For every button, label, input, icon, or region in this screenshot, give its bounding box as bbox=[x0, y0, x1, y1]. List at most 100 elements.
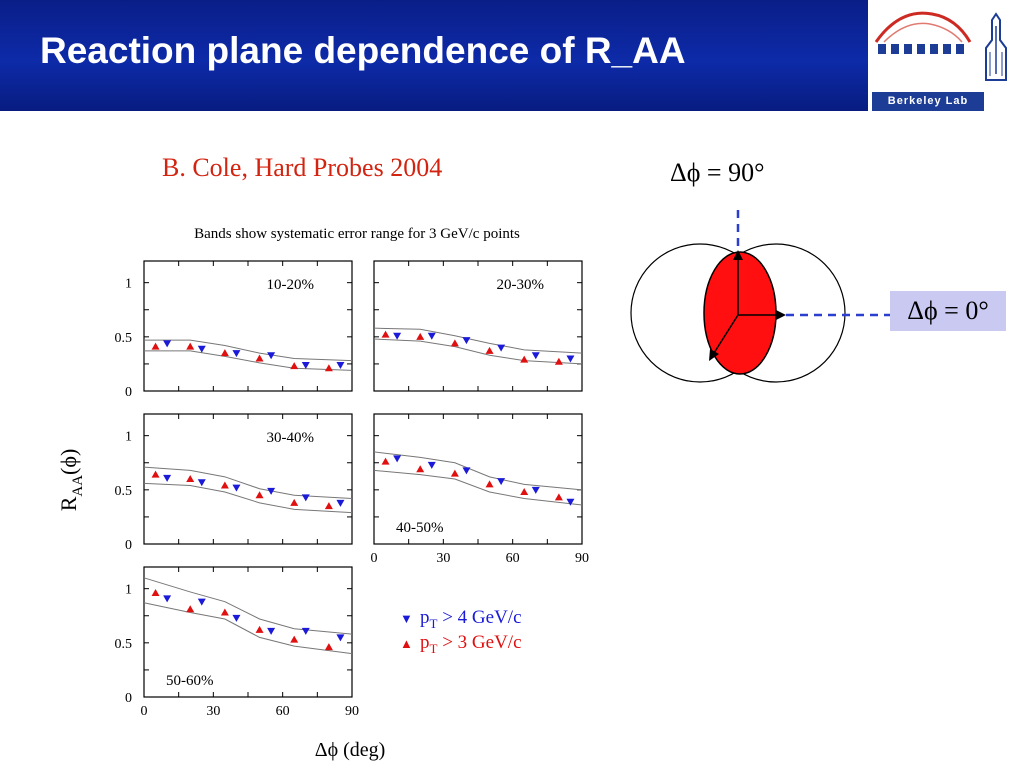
data-point-4gev bbox=[197, 479, 206, 487]
x-tick-label: 60 bbox=[506, 551, 520, 566]
y-axis-title-sub: AA bbox=[70, 475, 86, 497]
data-point-3gev bbox=[554, 493, 563, 501]
x-tick-label: 0 bbox=[371, 551, 378, 566]
legend-label-3gev-sub: T bbox=[430, 641, 438, 656]
legend-label-4gev-sub: T bbox=[430, 616, 438, 631]
data-point-3gev bbox=[381, 330, 390, 338]
data-point-3gev bbox=[450, 339, 459, 347]
title-banner bbox=[0, 0, 868, 111]
data-point-3gev bbox=[324, 364, 333, 372]
band-upper bbox=[373, 451, 583, 491]
panel-label: 50-60% bbox=[166, 673, 214, 689]
y-tick-label: 1 bbox=[125, 583, 132, 598]
panel-label: 30-40% bbox=[267, 430, 315, 446]
data-point-4gev bbox=[232, 484, 241, 492]
y-tick-label: 0.5 bbox=[115, 637, 133, 652]
data-point-4gev bbox=[267, 352, 276, 360]
y-axis-title-main: R bbox=[56, 496, 81, 511]
data-point-4gev bbox=[336, 499, 345, 507]
data-point-4gev bbox=[393, 332, 402, 340]
legend: ▼ pT > 4 GeV/c ▲ pT > 3 GeV/c bbox=[400, 607, 522, 656]
data-point-3gev bbox=[186, 605, 195, 613]
data-point-3gev bbox=[290, 498, 299, 506]
chart-title: Bands show systematic error range for 3 … bbox=[194, 226, 520, 242]
y-tick-label: 0.5 bbox=[115, 331, 133, 346]
y-axis-title-arg: (ϕ) bbox=[56, 449, 81, 475]
panel-label: 10-20% bbox=[267, 277, 315, 293]
data-point-3gev bbox=[151, 589, 160, 596]
data-point-4gev bbox=[462, 467, 471, 475]
data-point-3gev bbox=[381, 457, 390, 465]
data-point-4gev bbox=[336, 634, 345, 642]
data-point-3gev bbox=[520, 355, 529, 363]
data-point-3gev bbox=[416, 465, 425, 473]
data-point-3gev bbox=[520, 488, 529, 495]
x-tick-label: 0 bbox=[141, 704, 148, 719]
data-point-4gev bbox=[232, 350, 241, 358]
y-tick-label: 0 bbox=[125, 385, 132, 400]
panel-frame bbox=[143, 413, 353, 545]
data-point-4gev bbox=[232, 614, 241, 622]
panel-label: 20-30% bbox=[497, 277, 545, 293]
band-upper bbox=[143, 466, 353, 499]
band-lower bbox=[143, 482, 353, 514]
data-point-4gev bbox=[197, 345, 206, 353]
y-axis-label: RAA(ϕ) bbox=[56, 449, 86, 512]
dphi-0-label: Δϕ = 0° bbox=[890, 291, 1006, 331]
x-tick-label: 90 bbox=[575, 551, 589, 566]
arrow-up-head bbox=[733, 250, 743, 260]
x-tick-label: 90 bbox=[345, 704, 359, 719]
data-point-4gev bbox=[497, 344, 506, 352]
data-point-4gev bbox=[427, 461, 436, 469]
citation: B. Cole, Hard Probes 2004 bbox=[162, 153, 443, 182]
data-point-4gev bbox=[301, 627, 310, 635]
data-point-4gev bbox=[497, 478, 506, 486]
data-point-3gev bbox=[151, 342, 160, 350]
legend-label-4gev: pT > 4 GeV/c bbox=[420, 607, 522, 631]
legend-label-4gev-p: p bbox=[420, 607, 430, 628]
data-point-3gev bbox=[485, 346, 494, 354]
panel-40-50%: 40-50% 0 30 60 90 bbox=[371, 413, 589, 566]
data-point-3gev bbox=[220, 349, 229, 357]
band-lower bbox=[373, 469, 583, 506]
legend-label-3gev: pT > 3 GeV/c bbox=[420, 632, 522, 656]
x-axis-title: Δϕ (deg) bbox=[315, 739, 386, 761]
reaction-plane-diagram bbox=[630, 210, 890, 383]
data-point-3gev bbox=[151, 470, 160, 478]
band-lower bbox=[143, 602, 353, 655]
data-point-3gev bbox=[255, 491, 264, 499]
data-point-4gev bbox=[163, 595, 172, 603]
band-upper bbox=[144, 339, 353, 362]
data-point-3gev bbox=[485, 480, 494, 488]
legend-label-3gev-rest: > 3 GeV/c bbox=[437, 632, 521, 653]
x-axis-label: Δϕ (deg) bbox=[315, 739, 386, 761]
data-point-3gev bbox=[450, 469, 459, 477]
y-axis-title: RAA(ϕ) bbox=[56, 449, 86, 512]
arrow-diagonal bbox=[713, 314, 739, 354]
chart-panels: 10-20% 0 0.5 1 20-30% 30-40% 0 0.5 1 40-50% 0 30 60 9… bbox=[115, 260, 589, 719]
data-point-3gev bbox=[324, 643, 333, 651]
page-title: Reaction plane dependence of R_AA bbox=[40, 30, 686, 71]
legend-up-marker: ▲ bbox=[400, 636, 413, 651]
data-point-3gev bbox=[220, 481, 229, 489]
data-point-3gev bbox=[290, 362, 299, 370]
logo-caption: Berkeley Lab bbox=[872, 92, 984, 111]
y-tick-label: 1 bbox=[125, 430, 132, 445]
panel-label: 40-50% bbox=[396, 520, 444, 536]
x-tick-label: 30 bbox=[436, 551, 450, 566]
data-point-3gev bbox=[186, 475, 195, 482]
panel-frame bbox=[373, 260, 583, 392]
y-tick-label: 0.5 bbox=[115, 484, 133, 499]
data-point-3gev bbox=[416, 332, 425, 340]
y-tick-label: 0 bbox=[125, 538, 132, 553]
data-point-4gev bbox=[336, 362, 345, 369]
data-point-4gev bbox=[163, 340, 172, 348]
data-point-4gev bbox=[393, 455, 402, 463]
logo-graphic bbox=[874, 11, 1007, 81]
data-point-4gev bbox=[267, 627, 276, 635]
data-point-3gev bbox=[554, 357, 563, 365]
x-tick-label: 60 bbox=[276, 704, 290, 719]
legend-label-4gev-rest: > 4 GeV/c bbox=[437, 607, 521, 628]
band-upper bbox=[143, 577, 353, 635]
panel-10-20%: 10-20% 0 0.5 1 bbox=[115, 260, 353, 400]
